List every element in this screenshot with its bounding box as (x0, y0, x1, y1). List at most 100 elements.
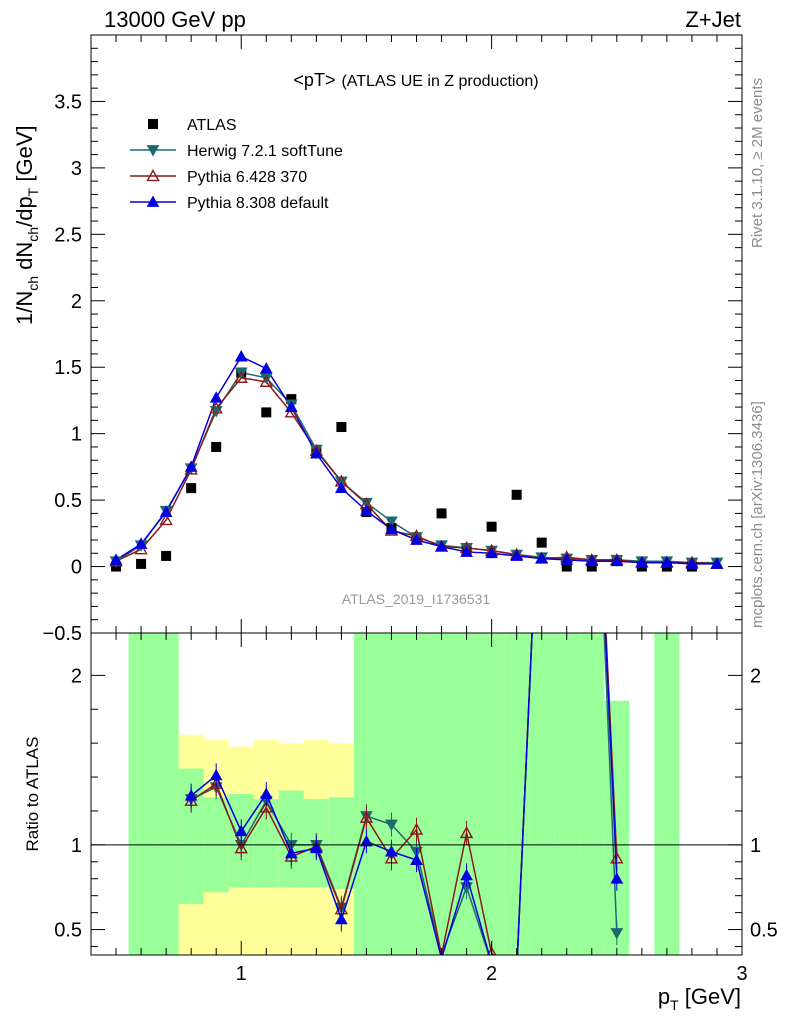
ratio-point (385, 845, 398, 857)
main-point (309, 447, 323, 459)
ratio-point (410, 853, 423, 865)
main-point (136, 558, 147, 569)
ratio-band-green (353, 633, 379, 955)
main-point (286, 394, 297, 405)
main-y-tick-label: 1 (71, 424, 82, 446)
ratio-point (460, 868, 473, 881)
main-y-tick-label: 0 (71, 557, 82, 579)
ratio-point (610, 872, 624, 884)
ratio-y-tick-label: 0.5 (54, 920, 82, 942)
main-point (535, 552, 549, 564)
ratio-point (284, 846, 298, 859)
main-point (435, 540, 448, 552)
main-point (561, 561, 572, 572)
main-point (635, 556, 649, 568)
ratio-line-pythia-6-428-370 (190, 633, 618, 955)
ratio-y-tick-label: 1 (71, 835, 82, 857)
legend: ATLAS Herwig 7.2.1 softTune Pythia 6.428 3… (130, 117, 343, 212)
legend-marker (146, 169, 160, 182)
main-point (385, 516, 398, 528)
main-point (211, 441, 222, 452)
main-point (586, 561, 597, 572)
ratio-band-green (328, 797, 354, 889)
legend-label: Herwig 7.2.1 softTune (187, 143, 343, 160)
legend-label: ATLAS (187, 117, 237, 134)
header-left: 13000 GeV pp (104, 7, 246, 32)
main-point (184, 460, 198, 472)
main-point (209, 401, 223, 414)
ratio-band-green (579, 633, 605, 955)
plot-title-main: <pT> (293, 70, 335, 90)
legend-label: Pythia 8.308 default (187, 195, 329, 212)
main-point (660, 556, 674, 568)
legend-marker (146, 195, 160, 207)
ratio-band-green (554, 633, 580, 955)
x-tick-label: 3 (736, 963, 747, 985)
ratio-y-tick-label-right: 1 (750, 835, 761, 857)
ratio-band-green (654, 633, 680, 955)
main-point (284, 400, 298, 412)
x-axis-label: pT [GeV] (658, 984, 741, 1013)
ratio-series-group (184, 633, 624, 955)
main-point (385, 522, 398, 535)
ratio-line-pythia-8-308-default (190, 633, 618, 955)
x-tick-label: 1 (236, 963, 247, 985)
main-axes: −0.5 0 0.5 1 1.5 2 2.5 3 3.5 (43, 34, 743, 645)
ratio-band-green (378, 633, 404, 955)
ratio-y-label: Ratio to ATLAS (23, 737, 42, 852)
ratio-y-tick-label-right: 2 (750, 665, 761, 687)
main-point (159, 505, 173, 517)
main-point (685, 557, 699, 569)
ratio-point (610, 928, 624, 940)
main-point (234, 370, 248, 383)
main-y-tick-label: 1.5 (54, 357, 82, 379)
ratio-uncertainty-bands (128, 633, 680, 955)
ratio-point (359, 810, 374, 823)
ratio-point (234, 841, 248, 854)
ratio-y-tick-label-right: 0.5 (750, 920, 778, 942)
side-label-top: Rivet 3.1.10, ≥ 2M events (749, 78, 766, 248)
main-point (134, 537, 148, 549)
main-point (109, 553, 123, 565)
ratio-point (209, 768, 223, 781)
ratio-point (360, 834, 373, 847)
ratio-point (335, 912, 348, 925)
ratio-band-green (153, 633, 179, 955)
ratio-band-green (403, 633, 430, 955)
main-y-tick-label: 2.5 (54, 224, 82, 246)
plot-title: <pT> (ATLAS UE in Z production) (293, 70, 538, 90)
main-y-tick-label: −0.5 (43, 623, 82, 645)
header-right: Z+Jet (685, 7, 741, 32)
main-y-tick-label: 3.5 (54, 91, 82, 113)
main-point (436, 508, 447, 519)
main-point (485, 546, 498, 559)
main-point (161, 550, 172, 561)
main-point (159, 513, 173, 526)
main-point (410, 533, 423, 545)
legend-marker (148, 119, 158, 129)
x-tick-label: 2 (486, 963, 497, 985)
main-point (486, 521, 497, 532)
ratio-point (385, 819, 398, 832)
ratio-point (459, 826, 474, 839)
main-point (209, 406, 223, 418)
main-point (536, 537, 547, 548)
main-point (209, 391, 223, 403)
side-label-bottom: mcplots.cern.ch [arXiv:1306.3436] (749, 401, 766, 628)
main-y-tick-label: 2 (71, 291, 82, 313)
legend-label: Pythia 6.428 370 (187, 169, 307, 186)
main-point (335, 481, 348, 494)
analysis-id: ATLAS_2019_I1736531 (342, 591, 491, 607)
ratio-line-herwig-7-2-1-softtune (190, 633, 618, 955)
main-series-group (109, 350, 724, 572)
main-y-tick-label: 3 (71, 158, 82, 180)
legend-marker (146, 145, 160, 157)
main-point (585, 554, 599, 567)
main-point (710, 557, 724, 569)
ratio-point (234, 824, 248, 837)
main-point (336, 422, 347, 433)
main-point (234, 350, 248, 362)
ratio-point (409, 822, 424, 835)
plot-title-sub: (ATLAS UE in Z production) (341, 73, 538, 90)
